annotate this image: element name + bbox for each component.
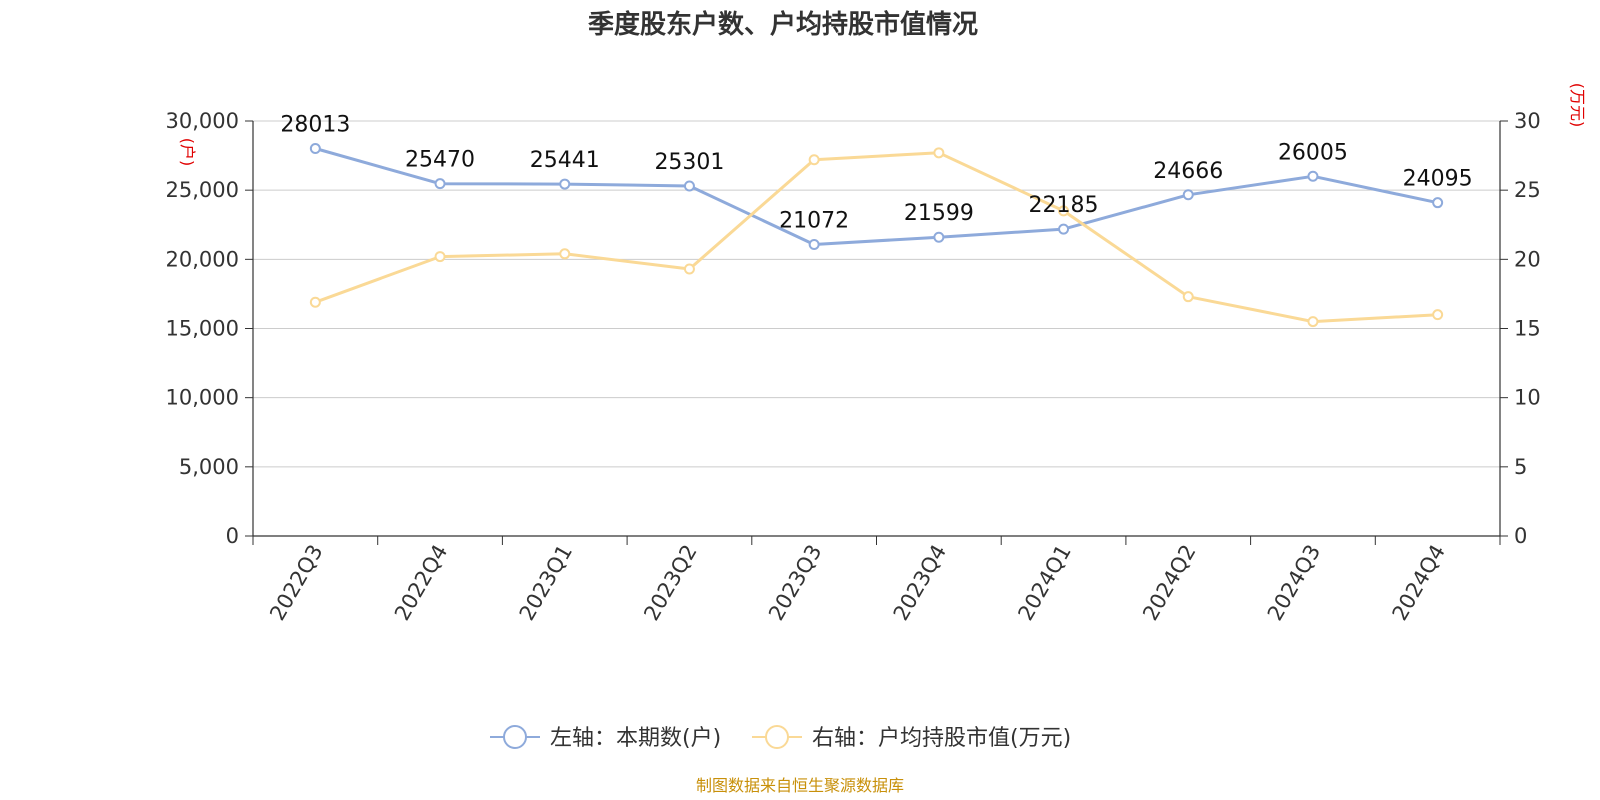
series-1-point <box>1432 197 1444 209</box>
data-label: 24095 <box>1403 167 1473 192</box>
left-axis-tick-label: 10,000 <box>166 386 239 410</box>
x-axis-tick-label: 2024Q4 <box>1388 541 1450 625</box>
data-label: 22185 <box>1029 193 1099 218</box>
series-1-point <box>808 239 820 251</box>
x-axis-tick-label: 2023Q1 <box>515 541 577 625</box>
series-2-point <box>808 154 820 166</box>
right-axis-unit: (万元) <box>1568 83 1587 128</box>
grid-layer <box>253 120 1500 468</box>
series-1-point <box>434 178 446 190</box>
series-2-point <box>683 263 695 275</box>
left-axis-tick-label: 25,000 <box>166 178 239 202</box>
source-note: 制图数据来自恒生聚源数据库 <box>696 776 904 795</box>
x-axis-tick-label: 2024Q1 <box>1013 541 1075 625</box>
series-2-point <box>309 296 321 308</box>
series-1-point <box>683 180 695 192</box>
right-axis-tick-label: 20 <box>1514 247 1541 271</box>
series-2-point <box>1307 316 1319 328</box>
right-axis-tick-label: 10 <box>1514 386 1541 410</box>
x-axis-tick-label: 2024Q3 <box>1263 541 1325 625</box>
x-axis-tick-label: 2022Q4 <box>390 541 452 625</box>
x-axis-tick-label: 2023Q3 <box>764 541 826 625</box>
series-1-point <box>1307 170 1319 182</box>
data-label: 21599 <box>904 201 974 226</box>
series-line-2 <box>314 151 1438 324</box>
data-label: 24666 <box>1153 159 1223 184</box>
legend-item-label: 右轴：户均持股市值(万元) <box>812 726 1071 751</box>
data-label: 25441 <box>530 148 600 173</box>
legend-marker-1 <box>503 725 527 749</box>
series-2-point <box>933 147 945 159</box>
x-axis-tick-label: 2024Q2 <box>1138 541 1200 625</box>
right-axis-tick-label: 25 <box>1514 178 1541 202</box>
series-2-point <box>434 251 446 263</box>
series-1-point <box>1058 223 1070 235</box>
series-layer <box>309 142 1444 328</box>
series-2-point <box>1058 205 1070 217</box>
series-1-point <box>309 142 321 154</box>
left-axis-tick-label: 30,000 <box>166 109 239 133</box>
data-label: 28013 <box>280 112 350 137</box>
legend-marker-2 <box>765 725 789 749</box>
x-axis-tick-label: 2022Q3 <box>265 541 327 625</box>
labels-layer: 28013 25470 25441 25301 21072 21599 22185 24666… <box>280 112 1472 233</box>
chart-title: 季度股东户数、户均持股市值情况 <box>588 9 978 40</box>
left-axis-tick-label: 20,000 <box>166 247 239 271</box>
left-axis-unit: (户) <box>178 138 197 167</box>
data-label: 26005 <box>1278 140 1348 165</box>
left-axis-tick-label: 5,000 <box>179 455 239 479</box>
right-axis-tick-label: 0 <box>1514 524 1527 548</box>
data-label: 21072 <box>779 209 849 234</box>
right-axis-tick-label: 15 <box>1514 317 1541 341</box>
right-axis-tick-label: 30 <box>1514 109 1541 133</box>
legend: 左轴：本期数(户) 右轴：户均持股市值(万元) <box>490 725 1071 751</box>
x-axis-tick-label: 2023Q4 <box>889 541 951 625</box>
series-2-point <box>1182 291 1194 303</box>
data-label: 25470 <box>405 148 475 173</box>
legend-item-label: 左轴：本期数(户) <box>550 726 721 751</box>
series-2-point <box>559 248 571 260</box>
series-1-point <box>559 178 571 190</box>
series-1-point <box>933 231 945 243</box>
left-axis-tick-label: 0 <box>226 524 239 548</box>
x-axis-tick-label: 2023Q2 <box>639 541 701 625</box>
data-label: 25301 <box>654 150 724 175</box>
right-axis-tick-label: 5 <box>1514 455 1527 479</box>
series-2-point <box>1432 309 1444 321</box>
series-line-1 <box>314 147 1439 246</box>
left-axis-tick-label: 15,000 <box>166 317 239 341</box>
series-1-point <box>1182 189 1194 201</box>
axes-layer: 0 5,000 10,000 15,000 20,000 25,000 30,000 0 5 10… <box>166 109 1541 625</box>
